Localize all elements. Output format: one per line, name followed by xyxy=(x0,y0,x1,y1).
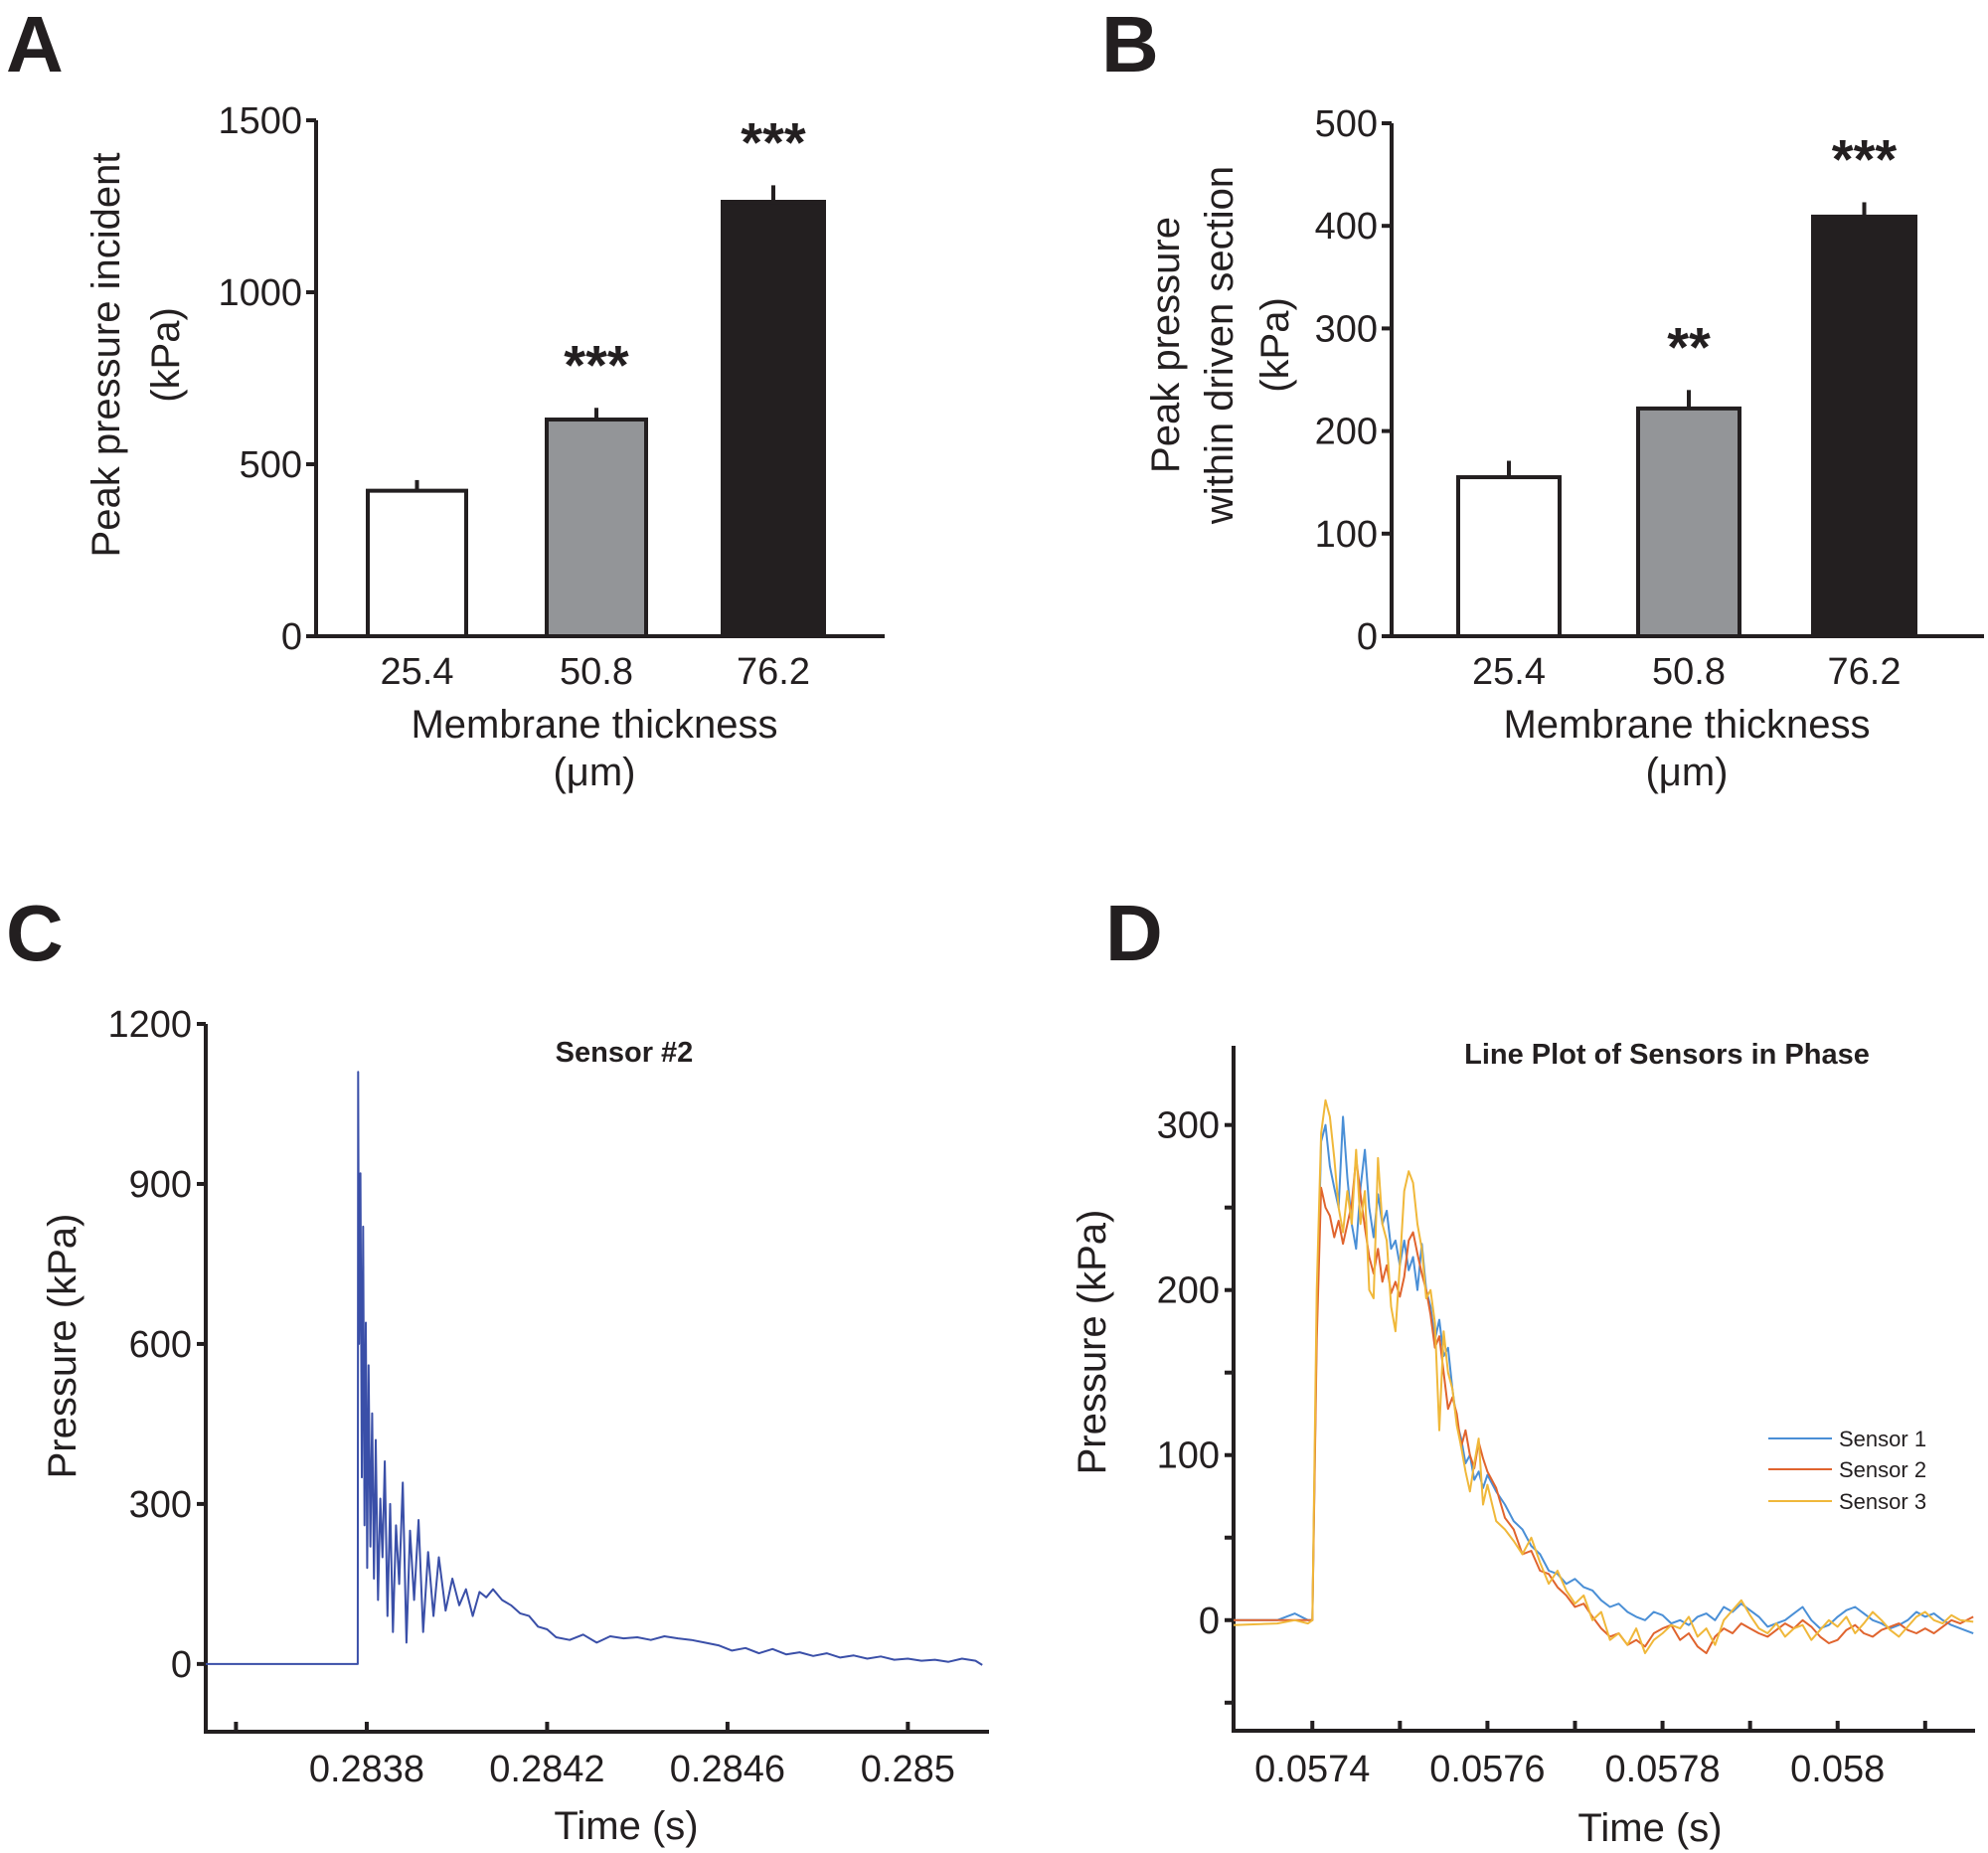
panel-b-xtick-label: 50.8 xyxy=(1652,651,1726,693)
panel-a-xlabel: Membrane thickness xyxy=(411,703,777,747)
panel-c-ytick-label: 900 xyxy=(129,1164,192,1206)
panel-b-xtick-label: 76.2 xyxy=(1828,651,1902,693)
panel-c-xtick-label: 0.285 xyxy=(861,1749,955,1790)
panel-a-xtick-label: 50.8 xyxy=(560,651,633,693)
panel-b-ytick-label: 400 xyxy=(1315,206,1378,248)
panel-a-significance-marker: *** xyxy=(564,333,629,396)
panel-a-xtick-label: 25.4 xyxy=(381,651,454,693)
panel-a-xtick-label: 76.2 xyxy=(737,651,810,693)
panel-b-ytick-label: 200 xyxy=(1315,412,1378,453)
panel-c-title: Sensor #2 xyxy=(556,1037,694,1069)
legend-label-sensor-2: Sensor 2 xyxy=(1839,1457,1926,1482)
panel-a-bar xyxy=(366,488,468,638)
panel-b-xtick-label: 25.4 xyxy=(1472,651,1546,693)
panel-a-ytick-label: 0 xyxy=(281,616,302,658)
panel-c-ytick-label: 600 xyxy=(129,1324,192,1366)
panel-d-series-sensor-3 xyxy=(1233,1098,1974,1654)
panel-b-bar xyxy=(1636,406,1741,638)
panel-d-xtick-label: 0.0578 xyxy=(1604,1749,1720,1790)
panel-d-ytick-label: 200 xyxy=(1157,1270,1220,1312)
panel-letter-a: A xyxy=(6,0,64,88)
panel-b-bar xyxy=(1456,475,1562,639)
panel-b-ylabel: Peak pressure xyxy=(1144,217,1188,473)
panel-b-ytick-label: 100 xyxy=(1315,514,1378,556)
panel-d-ytick-label: 100 xyxy=(1157,1435,1220,1477)
panel-c-xtick-label: 0.2842 xyxy=(489,1749,604,1790)
panel-b-bar xyxy=(1811,214,1917,639)
panel-a-ylabel-unit: (kPa) xyxy=(144,307,188,403)
panel-a-ytick-label: 1500 xyxy=(218,100,302,142)
panel-a-ytick-label: 500 xyxy=(240,444,302,486)
panel-a-xlabel-unit: (μm) xyxy=(553,751,635,794)
panel-c-series-sensor-2 xyxy=(206,1071,983,1666)
panel-d-ytick-label: 300 xyxy=(1157,1105,1220,1147)
panel-d-legend: Sensor 1 Sensor 2 Sensor 3 xyxy=(1768,1427,1926,1514)
panel-b-ytick-label: 500 xyxy=(1315,103,1378,145)
panel-b-ylabel-line2: within driven section xyxy=(1198,166,1242,525)
panel-d-title: Line Plot of Sensors in Phase xyxy=(1464,1039,1870,1071)
panel-a-ylabel: Peak pressure incident xyxy=(84,153,128,558)
panel-d-xtick-label: 0.0576 xyxy=(1429,1749,1545,1790)
panel-b-significance-marker: ** xyxy=(1667,315,1711,378)
panel-d-ytick-label: 0 xyxy=(1199,1600,1220,1642)
panel-letter-b: B xyxy=(1101,0,1159,88)
legend-label-sensor-3: Sensor 3 xyxy=(1839,1489,1926,1514)
panel-a-significance-marker: *** xyxy=(741,110,806,173)
panel-a-bar xyxy=(721,200,826,638)
panel-b-bar-chart: Peak pressure within driven section (kPa… xyxy=(1144,103,1984,794)
panel-a-bar xyxy=(545,418,648,638)
panel-b-ytick-label: 0 xyxy=(1357,616,1378,658)
panel-b-xlabel-unit: (μm) xyxy=(1645,751,1728,794)
panel-d-series-sensor-1 xyxy=(1234,1115,1974,1634)
panel-d-ylabel: Pressure (kPa) xyxy=(1071,1210,1114,1475)
panel-c-xtick-label: 0.2846 xyxy=(670,1749,785,1790)
panel-d-xtick-label: 0.058 xyxy=(1790,1749,1885,1790)
panel-c-xtick-label: 0.2838 xyxy=(309,1749,424,1790)
panel-d-series-sensor-2 xyxy=(1234,1156,1974,1654)
panel-a-ytick-label: 1000 xyxy=(218,272,302,314)
panel-c-ylabel: Pressure (kPa) xyxy=(41,1214,84,1479)
panel-c-ytick-label: 0 xyxy=(171,1644,192,1686)
panel-c-xlabel: Time (s) xyxy=(554,1804,698,1848)
panel-c-ytick-label: 1200 xyxy=(107,1004,192,1046)
panel-a-bar-chart: Peak pressure incident (kPa) Membrane th… xyxy=(84,100,885,794)
panel-letter-c: C xyxy=(6,889,64,977)
panel-d-line-chart: Line Plot of Sensors in Phase Pressure (… xyxy=(1071,1039,1975,1850)
panel-b-xlabel: Membrane thickness xyxy=(1503,703,1870,747)
panel-b-ytick-label: 300 xyxy=(1315,308,1378,350)
panel-c-line-chart: Sensor #2 Pressure (kPa) Time (s) 0 300 60… xyxy=(41,1004,989,1848)
panel-d-xlabel: Time (s) xyxy=(1577,1806,1722,1850)
panel-b-significance-marker: *** xyxy=(1832,127,1898,190)
panel-c-ytick-label: 300 xyxy=(129,1484,192,1526)
panel-letter-d: D xyxy=(1105,889,1163,977)
panel-b-ylabel-unit: (kPa) xyxy=(1253,297,1297,393)
legend-label-sensor-1: Sensor 1 xyxy=(1839,1427,1926,1451)
panel-d-xtick-label: 0.0574 xyxy=(1254,1749,1370,1790)
